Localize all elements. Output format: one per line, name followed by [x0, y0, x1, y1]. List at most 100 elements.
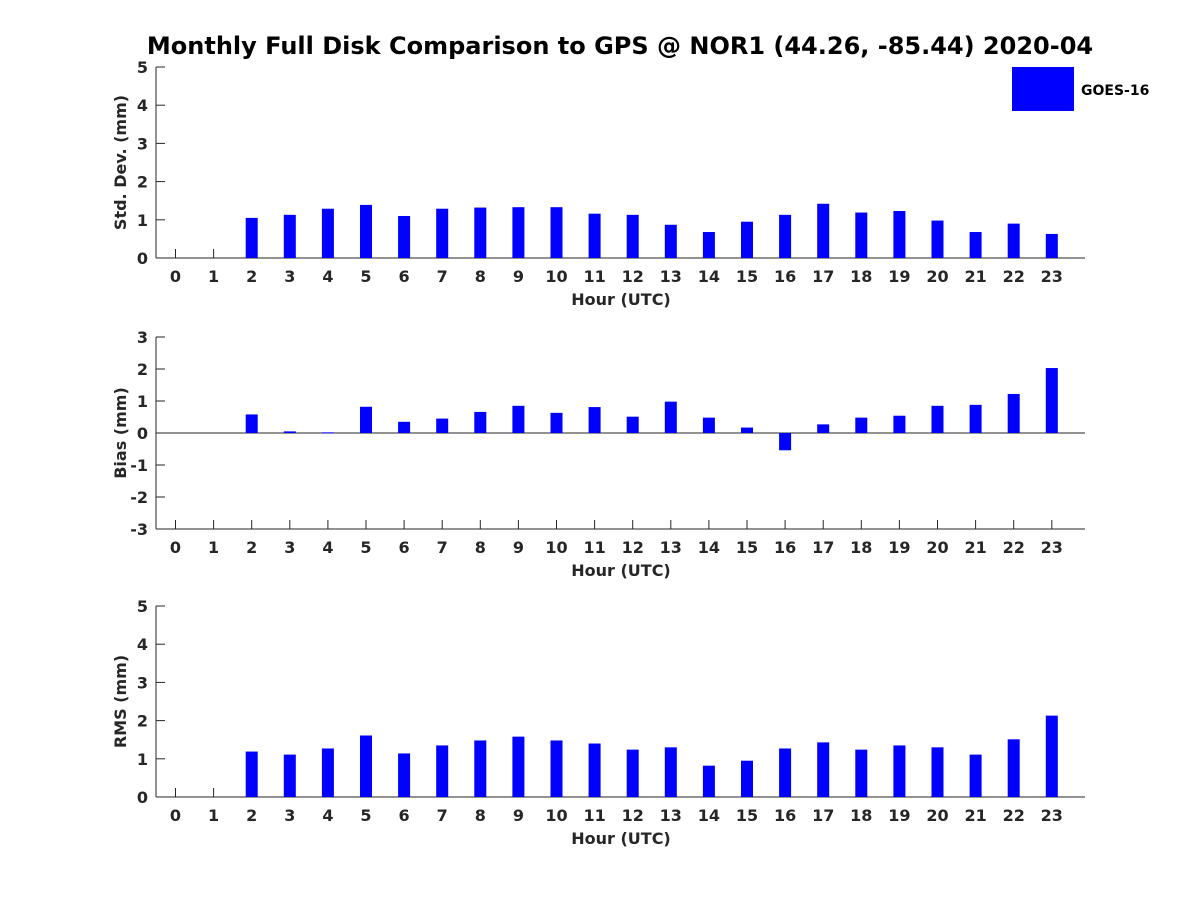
x-tick-label: 15	[736, 538, 758, 557]
x-tick-label: 5	[360, 267, 371, 286]
x-tick-label: 14	[698, 538, 720, 557]
x-tick-label: 13	[660, 538, 682, 557]
bar-hour-3	[283, 431, 296, 433]
x-tick-label: 20	[926, 538, 948, 557]
x-tick-label: 6	[399, 806, 410, 825]
bar-hour-18	[855, 417, 868, 433]
bar-hour-22	[1007, 393, 1020, 433]
bar-hour-5	[360, 204, 372, 258]
x-tick-label: 14	[698, 806, 720, 825]
bar-hour-2	[245, 414, 258, 433]
y-tick-label: 4	[137, 635, 148, 654]
bar-hour-7	[436, 208, 449, 258]
bar-hour-8	[474, 207, 487, 258]
x-tick-label: 4	[322, 267, 333, 286]
bar-hour-14	[702, 765, 715, 797]
y-tick-label: 4	[137, 96, 148, 115]
x-tick-label: 18	[850, 806, 872, 825]
y-tick-label: 2	[137, 360, 148, 379]
bar-hour-15	[741, 221, 753, 258]
x-tick-label: 21	[964, 267, 986, 286]
y-tick-label: 1	[137, 392, 148, 411]
y-tick-label: -3	[130, 520, 148, 539]
y-tick-label: 3	[137, 328, 148, 347]
x-tick-label: 8	[475, 538, 486, 557]
bar-hour-4	[321, 432, 334, 434]
legend: GOES-16	[1012, 67, 1149, 111]
bar-hour-9	[512, 207, 525, 258]
bar-hour-21	[969, 232, 982, 258]
bar-hour-8	[474, 411, 487, 433]
bar-hour-4	[321, 748, 334, 797]
bar-hour-8	[474, 740, 487, 797]
bar-hour-16	[779, 214, 792, 258]
bar-hour-10	[550, 740, 563, 797]
bar-hour-10	[550, 412, 563, 433]
bar-hour-5	[360, 406, 372, 433]
bar-hour-13	[664, 747, 677, 797]
x-tick-label: 2	[246, 267, 257, 286]
x-tick-label: 3	[284, 538, 295, 557]
x-tick-label: 20	[926, 267, 948, 286]
x-axis-label: Hour (UTC)	[571, 829, 671, 848]
bar-hour-23	[1045, 233, 1058, 258]
x-tick-label: 1	[208, 806, 219, 825]
bar-hour-11	[588, 743, 601, 797]
x-tick-label: 9	[513, 806, 524, 825]
x-tick-label: 3	[284, 806, 295, 825]
x-tick-label: 19	[888, 806, 910, 825]
y-tick-label: 0	[137, 424, 148, 443]
bar-hour-13	[664, 401, 677, 433]
bar-hour-9	[512, 736, 525, 797]
bar-hour-12	[626, 214, 639, 258]
x-tick-label: 11	[583, 267, 605, 286]
bar-hour-14	[702, 232, 715, 258]
x-tick-label: 2	[246, 538, 257, 557]
bar-hour-18	[855, 212, 868, 258]
bar-hour-19	[893, 415, 906, 433]
x-tick-label: 13	[660, 806, 682, 825]
x-tick-label: 22	[1003, 267, 1025, 286]
bar-hour-3	[283, 754, 296, 797]
bar-hour-7	[436, 418, 449, 433]
bar-hour-13	[664, 224, 677, 258]
x-tick-label: 23	[1041, 538, 1063, 557]
x-tick-label: 23	[1041, 267, 1063, 286]
x-tick-label: 19	[888, 538, 910, 557]
bar-hour-18	[855, 749, 868, 797]
x-tick-label: 16	[774, 806, 796, 825]
bar-hour-19	[893, 211, 906, 258]
bar-hour-6	[398, 215, 411, 258]
x-tick-label: 18	[850, 267, 872, 286]
y-axis-label: Std. Dev. (mm)	[111, 95, 130, 230]
x-tick-label: 21	[964, 538, 986, 557]
x-tick-label: 4	[322, 538, 333, 557]
bar-hour-9	[512, 405, 525, 433]
x-tick-label: 19	[888, 267, 910, 286]
x-tick-label: 2	[246, 806, 257, 825]
bar-hour-17	[817, 203, 830, 258]
legend-swatch	[1012, 67, 1074, 111]
x-tick-label: 6	[399, 538, 410, 557]
bar-hour-14	[702, 417, 715, 433]
y-tick-label: 2	[137, 712, 148, 731]
x-tick-label: 1	[208, 267, 219, 286]
bar-hour-5	[360, 735, 372, 797]
legend-label: GOES-16	[1081, 83, 1149, 99]
bar-hour-11	[588, 407, 601, 433]
y-tick-label: 1	[137, 211, 148, 230]
x-tick-label: 0	[170, 806, 181, 825]
x-tick-label: 10	[545, 267, 567, 286]
bar-hour-4	[321, 208, 334, 258]
x-tick-label: 7	[437, 267, 448, 286]
bar-hour-17	[817, 742, 830, 797]
x-tick-label: 7	[437, 806, 448, 825]
x-tick-label: 7	[437, 538, 448, 557]
bar-hour-6	[398, 753, 411, 797]
bar-hour-3	[283, 214, 296, 258]
y-tick-label: 3	[137, 134, 148, 153]
